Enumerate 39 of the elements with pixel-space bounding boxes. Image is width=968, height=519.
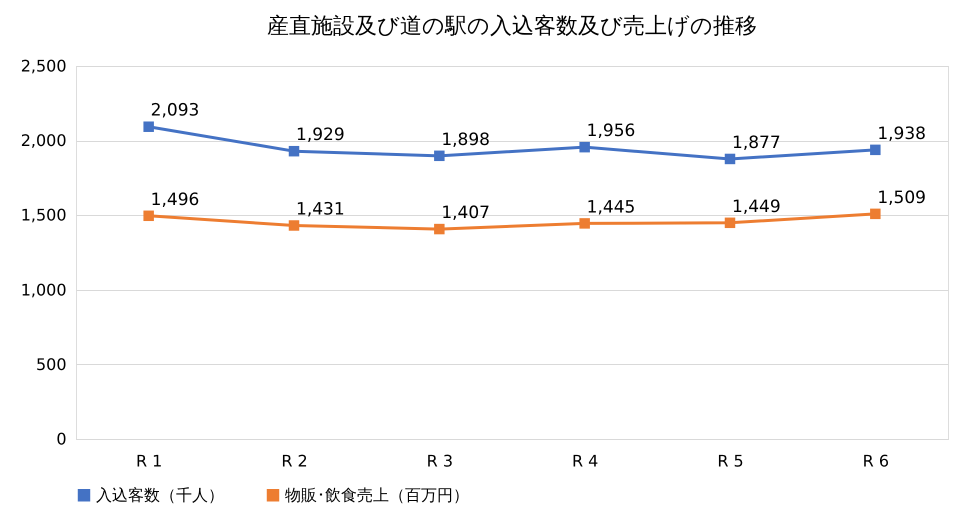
point (724, 218, 736, 228)
point (579, 218, 590, 229)
y-tick-label: 1,500 (20, 206, 66, 225)
point (870, 208, 881, 220)
chart-title: 産直施設及び道の駅の入込客数及び売上げの推移 (267, 14, 757, 39)
point (579, 142, 590, 152)
legend-label: 入込客数（千人） (96, 485, 224, 504)
point (143, 210, 154, 222)
point (143, 121, 154, 132)
data-label: 1,929 (296, 125, 345, 146)
point (288, 220, 300, 231)
x-tick-label: R 5 (717, 452, 744, 470)
data-label: 1,431 (296, 199, 345, 220)
data-label: 2,093 (150, 100, 200, 121)
y-tick-label: 1,000 (20, 280, 66, 300)
data-label: 1,877 (732, 132, 781, 153)
data-label: 1,445 (586, 197, 636, 218)
x-tick-label: R 6 (862, 452, 890, 470)
point (288, 146, 300, 156)
y-tick-label: 0 (56, 430, 66, 448)
x-tick-label: R 4 (572, 452, 598, 470)
point (724, 154, 736, 164)
x-tick-label: R 2 (281, 452, 308, 470)
data-label: 1,509 (877, 188, 926, 208)
x-tick-label: R 1 (136, 452, 162, 470)
point (434, 224, 445, 234)
legend-label: 物販･飲食売上（百万円） (285, 485, 469, 504)
data-label: 1,898 (441, 130, 490, 150)
data-label: 1,449 (732, 196, 781, 217)
data-label: 1,496 (150, 190, 200, 210)
y-tick-label: 2,000 (20, 131, 66, 150)
data-label: 1,938 (877, 124, 926, 144)
y-tick-label: 2,500 (20, 56, 66, 76)
y-tick-label: 500 (36, 354, 66, 374)
data-label: 1,407 (441, 203, 490, 224)
x-tick-label: R 3 (426, 452, 454, 470)
point (870, 144, 881, 156)
point (434, 150, 445, 162)
data-label: 1,956 (586, 121, 636, 142)
